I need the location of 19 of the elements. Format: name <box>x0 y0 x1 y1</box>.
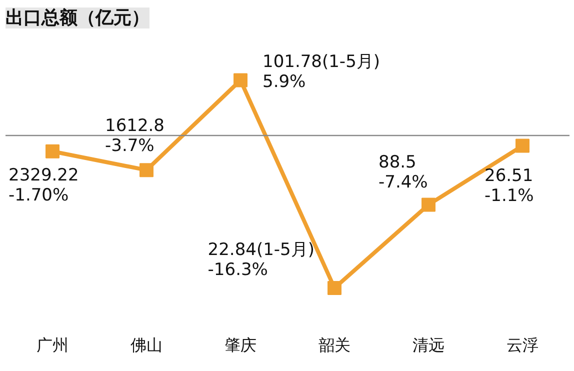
x-tick-label: 清远 <box>412 336 444 354</box>
chart-title: 出口总额（亿元） <box>6 8 150 28</box>
data-label: 26.51 -1.1% <box>484 166 534 206</box>
x-tick-label: 云浮 <box>506 336 538 354</box>
data-label: 88.5 -7.4% <box>378 152 428 193</box>
x-tick-label: 广州 <box>36 336 68 354</box>
point <box>46 144 60 158</box>
point <box>422 198 436 212</box>
point <box>234 73 248 88</box>
x-tick-label: 佛山 <box>130 336 162 354</box>
data-label: 22.84(1-5月) -16.3% <box>208 240 315 280</box>
data-label: 101.78(1-5月) 5.9% <box>262 52 380 92</box>
x-tick-label: 韶关 <box>318 336 350 354</box>
point <box>328 281 342 296</box>
data-label: 2329.22 -1.70% <box>8 165 79 206</box>
point <box>140 163 154 178</box>
data-label: 1612.8 -3.7% <box>105 116 164 156</box>
x-tick-label: 肇庆 <box>224 336 256 354</box>
point <box>516 138 530 153</box>
